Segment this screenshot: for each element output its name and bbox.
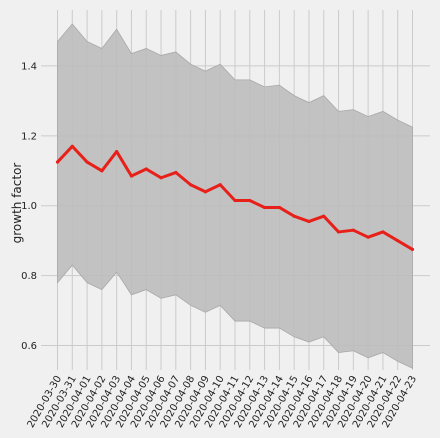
data-point	[277, 205, 281, 210]
data-point	[159, 176, 163, 180]
data-point	[189, 183, 193, 187]
data-point	[218, 183, 222, 187]
data-point	[292, 214, 296, 218]
data-point	[248, 198, 252, 203]
y-axis-ticks: 0.6 0.8 1.0 1.2 1.4	[21, 61, 37, 352]
data-point	[336, 230, 341, 234]
data-point	[322, 214, 326, 218]
data-point	[351, 228, 355, 232]
confidence-band	[57, 23, 413, 369]
y-tick-label: 0.6	[21, 341, 37, 352]
y-tick-label: 1.0	[21, 201, 37, 212]
data-point	[366, 235, 370, 239]
data-point	[262, 205, 267, 210]
data-point	[203, 190, 208, 194]
data-point	[144, 167, 148, 171]
y-tick-label: 1.2	[21, 131, 37, 142]
data-point	[100, 169, 104, 173]
data-point	[70, 144, 74, 148]
data-point	[410, 247, 415, 252]
y-axis-title: growth factor	[10, 163, 24, 244]
confidence-band-area	[57, 23, 413, 369]
data-point	[307, 219, 311, 224]
y-tick-label: 0.8	[21, 271, 37, 282]
data-point	[55, 160, 60, 164]
x-axis-ticks: 2020-03-302020-03-312020-04-012020-04-02…	[26, 374, 420, 430]
data-point	[396, 239, 400, 243]
data-point	[174, 170, 178, 175]
data-point	[233, 198, 237, 203]
growth-factor-line	[55, 144, 415, 252]
y-tick-label: 1.4	[21, 61, 37, 72]
data-point	[115, 149, 119, 154]
data-point	[85, 160, 89, 164]
data-point	[381, 230, 385, 234]
data-point	[129, 174, 134, 178]
